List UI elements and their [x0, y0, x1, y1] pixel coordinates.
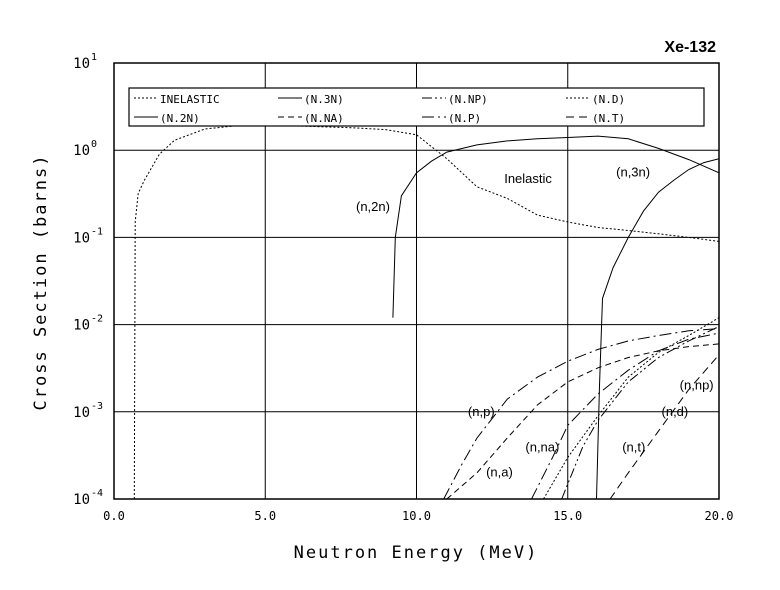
y-tick-label: 10	[73, 405, 90, 421]
series-line-nd	[543, 317, 719, 499]
legend-label-nt: (N.T)	[592, 112, 625, 125]
series-line-nt	[609, 354, 719, 499]
series-lines	[133, 124, 719, 499]
series-line-np	[443, 328, 719, 499]
y-tick-exponent: -2	[91, 314, 103, 325]
chart-title: Xe-132	[664, 39, 716, 56]
legend-label-nnp: (N.NP)	[448, 93, 488, 106]
series-line-inelastic	[133, 124, 719, 499]
legend-label-nna: (N.NA)	[304, 112, 344, 125]
y-tick-label: 10	[73, 143, 90, 159]
annotations: Inelastic (n,2n) (n,3n) (n,p) (n,np) (n,d) (n,…	[356, 164, 714, 479]
legend-label-nd: (N.D)	[592, 93, 625, 106]
x-tick-label: 0.0	[103, 509, 125, 523]
series-line-nnp	[561, 326, 719, 499]
x-tick-label: 15.0	[553, 509, 582, 523]
grid	[114, 63, 719, 499]
curve-annotation: (n,d)	[662, 404, 689, 419]
curve-annotation: (n,p)	[468, 404, 495, 419]
x-axis-label: Neutron Energy (MeV)	[294, 543, 539, 563]
curve-annotation: (n,2n)	[356, 199, 390, 214]
series-line-na	[531, 332, 719, 499]
x-tick-label: 10.0	[402, 509, 431, 523]
series-line-n3n	[596, 158, 719, 499]
x-tick-label: 5.0	[254, 509, 276, 523]
curve-annotation: (n,na)	[525, 440, 559, 455]
legend-label-np: (N.P)	[448, 112, 481, 125]
y-tick-label: 10	[73, 492, 90, 508]
curve-annotation: (n,3n)	[616, 164, 650, 179]
legend: INELASTIC (N.3N) (N.NP) (N.D) (N.2N) (N.NA) (N…	[128, 87, 705, 127]
curve-annotation: (n,a)	[486, 465, 513, 480]
series-line-n2n	[392, 135, 719, 318]
y-tick-exponent: -1	[91, 226, 103, 237]
y-tick-label: 10	[73, 230, 90, 246]
curve-annotation: (n,np)	[680, 378, 714, 393]
y-tick-exponent: -4	[91, 488, 103, 499]
y-tick-label: 10	[73, 318, 90, 334]
y-tick-exponent: 1	[91, 52, 97, 63]
curve-annotation: (n,t)	[622, 440, 645, 455]
curve-annotation: Inelastic	[504, 171, 552, 186]
plot-frame	[113, 62, 720, 500]
legend-label-n3n: (N.3N)	[304, 93, 344, 106]
x-tick-label: 20.0	[705, 509, 734, 523]
y-tick-label: 10	[73, 56, 90, 72]
legend-label-n2n: (N.2N)	[160, 112, 200, 125]
legend-box	[128, 87, 705, 127]
y-tick-exponent: -3	[91, 401, 103, 412]
y-tick-exponent: 0	[91, 139, 97, 150]
y-axis-label: Cross Section (barns)	[31, 154, 51, 411]
legend-label-inelastic: INELASTIC	[160, 93, 220, 106]
